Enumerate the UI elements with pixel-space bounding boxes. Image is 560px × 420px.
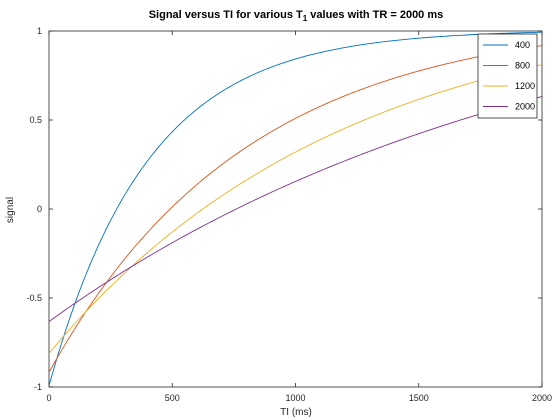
- legend-box: [477, 33, 538, 119]
- chart-title-subscript: 1: [303, 14, 308, 23]
- legend: 400 800 1200 2000: [477, 33, 538, 119]
- x-axis-ticks: 0 500 1000 1500 2000: [46, 31, 552, 403]
- chart-title-prefix: Signal versus TI for various T: [149, 9, 303, 21]
- y-axis-ticks: -1 -0.5 0 0.5 1: [26, 26, 542, 392]
- chart-title: Signal versus TI for various T1 values w…: [149, 9, 444, 23]
- x-tick-label: 1000: [285, 393, 305, 403]
- y-tick-label: 1: [37, 26, 42, 36]
- legend-label-400: 400: [515, 40, 530, 50]
- legend-label-800: 800: [515, 61, 530, 71]
- legend-label-1200: 1200: [515, 81, 535, 91]
- y-tick-label: -1: [34, 382, 42, 392]
- series-line-800: [48, 45, 543, 373]
- y-tick-label: 0.5: [29, 115, 42, 125]
- y-tick-label: 0: [37, 204, 42, 214]
- x-axis-label: TI (ms): [280, 407, 312, 418]
- y-tick-label: -0.5: [26, 293, 42, 303]
- series-line-400: [48, 31, 543, 386]
- series-line-2000: [48, 96, 543, 322]
- legend-label-2000: 2000: [515, 102, 535, 112]
- plot-area: [48, 30, 543, 388]
- series-lines: [48, 31, 543, 386]
- x-tick-label: 0: [46, 393, 51, 403]
- x-tick-label: 2000: [532, 393, 552, 403]
- x-tick-label: 1500: [409, 393, 429, 403]
- y-axis-label: signal: [5, 197, 16, 223]
- x-tick-label: 500: [165, 393, 180, 403]
- chart-title-suffix: values with TR = 2000 ms: [307, 9, 443, 21]
